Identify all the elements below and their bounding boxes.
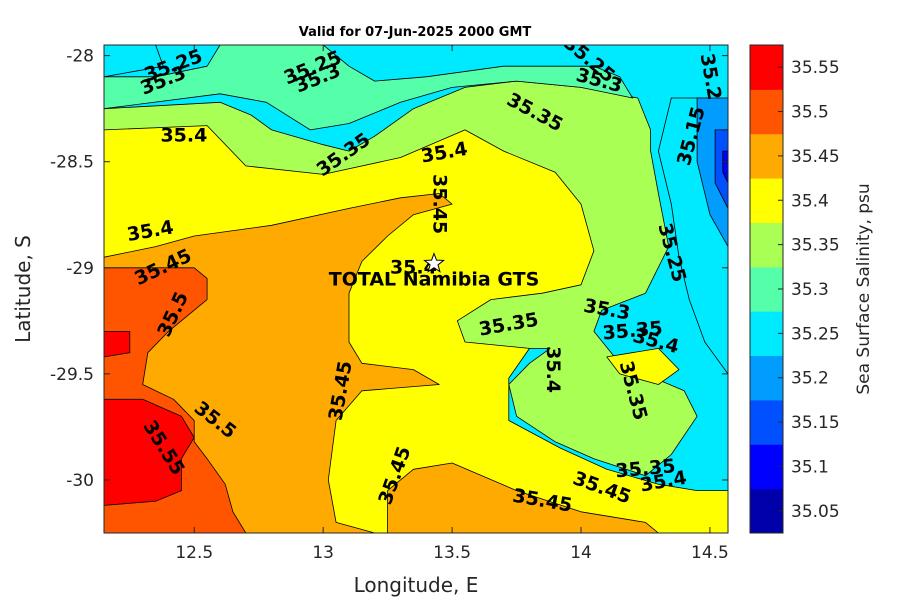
contour-label-20: 35.35 bbox=[602, 317, 664, 344]
colorbar-tick-label: 35.05 bbox=[791, 502, 840, 522]
contour-region-2 bbox=[606, 347, 680, 385]
colorbar-tick-label: 35.2 bbox=[791, 369, 829, 389]
contour-region-9 bbox=[104, 45, 164, 78]
colorbar-segment bbox=[750, 133, 783, 179]
contour-label-28: 35.35 bbox=[615, 455, 677, 482]
colorbar-tick-label: 35.5 bbox=[791, 103, 829, 123]
x-tick-label: 12.5 bbox=[175, 543, 213, 563]
colorbar-segment bbox=[750, 488, 783, 534]
colorbar: 35.05 35.1 35.15 35.2 35.25 35.3 35.35 35.4 35.4… bbox=[749, 44, 840, 534]
y-tick-label: -29 bbox=[66, 259, 94, 279]
colorbar-segment bbox=[750, 89, 783, 135]
x-tick-label: 13.5 bbox=[433, 543, 471, 563]
contour-fill-regions bbox=[104, 45, 728, 533]
contour-label-22: 35.4 bbox=[542, 346, 564, 393]
colorbar-tick-label: 35.25 bbox=[791, 324, 840, 344]
contour-region-12 bbox=[714, 129, 728, 209]
contour-region-4 bbox=[387, 462, 659, 533]
station-marker-group: TOTAL Namibia GTS bbox=[329, 252, 540, 291]
colorbar-segment bbox=[750, 266, 783, 312]
colorbar-segment bbox=[750, 444, 783, 490]
colorbar-segment bbox=[750, 355, 783, 401]
contour-label-13: 35.45 bbox=[429, 174, 451, 234]
y-tick-label: -29.5 bbox=[50, 365, 94, 385]
colorbar-segment bbox=[750, 311, 783, 357]
colorbar-segment bbox=[750, 45, 783, 90]
y-axis-label: Latitude, S bbox=[11, 235, 35, 343]
colorbar-frame bbox=[749, 44, 784, 534]
x-axis-ticks: 12.5 13 13.5 14 14.5 bbox=[175, 45, 729, 563]
y-axis-ticks: -28 -28.5 -29 -29.5 -30 bbox=[50, 47, 728, 491]
colorbar-tick-label: 35.35 bbox=[791, 236, 840, 256]
contour-label-4: 35.4 bbox=[160, 125, 207, 147]
x-tick-label: 13 bbox=[312, 543, 334, 563]
contour-region-6 bbox=[104, 330, 131, 358]
colorbar-tick-label: 35.55 bbox=[791, 58, 840, 78]
contour-label-16: 35.4 bbox=[390, 256, 437, 278]
y-tick-label: -28.5 bbox=[50, 153, 94, 173]
contour-region-7 bbox=[104, 398, 195, 506]
colorbar-tick-label: 35.15 bbox=[791, 413, 840, 433]
y-tick-label: -28 bbox=[66, 47, 94, 67]
chart-title: Valid for 07-Jun-2025 2000 GMT bbox=[299, 25, 532, 40]
plot-frame bbox=[103, 44, 729, 534]
x-tick-label: 14.5 bbox=[691, 543, 729, 563]
contour-region-13 bbox=[722, 150, 728, 184]
contour-region-8 bbox=[104, 45, 633, 131]
colorbar-label: Sea Surface Salinity, psu bbox=[854, 183, 874, 394]
station-name: TOTAL Namibia GTS bbox=[329, 269, 540, 291]
colorbar-segment bbox=[750, 222, 783, 268]
colorbar-tick-label: 35.1 bbox=[791, 457, 829, 477]
y-tick-label: -30 bbox=[66, 471, 94, 491]
colorbar-tick-label: 35.4 bbox=[791, 191, 829, 211]
colorbar-segment bbox=[750, 399, 783, 445]
colorbar-tick-label: 35.3 bbox=[791, 280, 829, 300]
colorbar-tick-label: 35.45 bbox=[791, 147, 840, 167]
colorbar-segment bbox=[750, 178, 783, 223]
x-axis-label: Longitude, E bbox=[354, 573, 479, 597]
x-tick-label: 14 bbox=[570, 543, 592, 563]
station-star-icon bbox=[423, 252, 445, 273]
